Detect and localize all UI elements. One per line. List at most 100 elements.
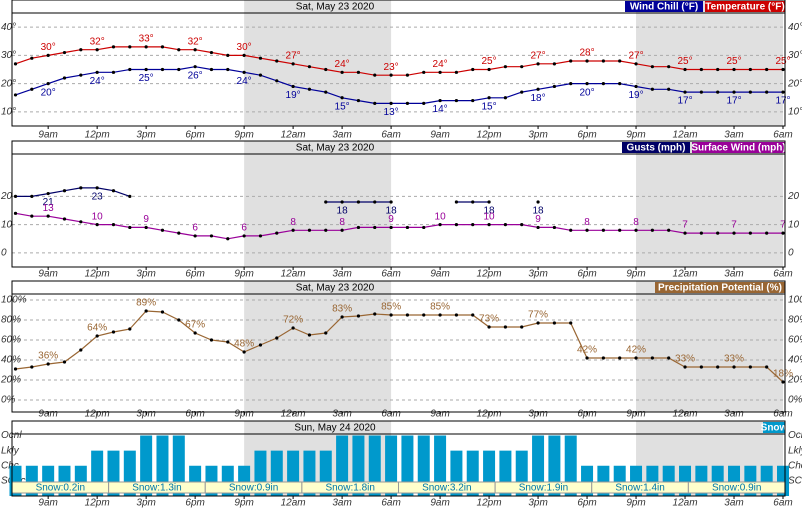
y-tick-label: 30° [1,50,16,61]
point [765,231,769,235]
x-tick-label: 3pm [136,130,155,141]
series-line [15,310,784,383]
y-tick-label: 30° [788,50,802,61]
data-label: 8 [633,217,639,228]
point [667,356,671,360]
data-label: 25° [677,56,692,67]
point [258,73,263,77]
point [683,67,687,72]
data-label: 28° [579,48,594,59]
point [699,90,703,94]
y-tick-label: 20% [787,375,802,386]
point [585,356,589,360]
data-label: 48% [234,339,254,350]
point [699,231,703,235]
data-label: 8 [584,217,590,228]
point [193,65,197,69]
point [258,234,263,238]
x-tick-label: 9pm [234,269,253,280]
data-label: 27° [628,50,643,61]
point [340,315,344,319]
amount-label: Snow:1.4in [615,483,664,494]
x-tick-label: 6am [773,130,792,141]
panel-frame [11,420,786,497]
legend-label: Wind Chill (°F) [630,2,698,13]
point [601,82,605,86]
data-label: 24° [335,59,350,70]
data-label: 15° [482,101,497,112]
x-tick-label: 9am [38,130,57,141]
bar [140,435,153,496]
point [618,82,622,86]
point [193,331,197,335]
point [405,313,410,317]
point [520,325,524,329]
y-tick-label: 20 [787,191,800,202]
x-tick-label: 12am [281,130,306,141]
point [226,53,230,57]
x-tick-label: 6pm [185,269,204,280]
night-shade [244,281,392,412]
x-tick-label: 9am [430,498,449,509]
point [291,62,295,66]
point [111,189,116,193]
legend-box [625,1,703,12]
data-label: 13° [384,107,399,118]
point [716,90,720,94]
series-line [15,46,783,76]
point [389,313,393,317]
point [79,186,83,190]
point [650,87,654,91]
bar [434,435,447,496]
point [699,365,703,369]
point [307,333,312,337]
data-label: 7 [682,220,688,231]
point [618,356,622,360]
point [683,365,687,369]
point [585,59,589,63]
y-tick-label: 20° [787,78,802,89]
data-label: 25° [775,56,790,67]
data-label: 26° [188,70,203,81]
x-tick-label: 6am [773,269,792,280]
night-shade [636,141,784,267]
point [226,237,230,241]
point [601,59,605,63]
point [520,223,524,227]
data-label: 9 [143,214,149,225]
point [144,225,148,230]
x-tick-label: 12am [673,269,698,280]
point [62,360,67,364]
data-label: 89% [136,298,156,309]
y-tick-label: 60% [788,335,802,346]
point [275,59,279,63]
point [667,65,671,69]
data-label: 18° [530,93,545,104]
point [552,321,556,325]
point [291,228,295,232]
point [748,90,752,94]
y-tick-label: 0 [788,248,794,259]
point [667,228,671,232]
point [111,70,116,74]
y-tick-label: 20° [0,78,16,89]
point [79,48,83,52]
point [324,228,328,232]
x-tick-label: 12am [673,130,698,141]
point [30,194,34,198]
x-tick-label: 12pm [85,269,110,280]
point [275,336,279,340]
point [95,334,99,338]
point [536,321,540,325]
x-tick-label: 9pm [234,498,253,509]
x-tick-label: 6pm [577,269,596,280]
point [46,362,50,366]
point [781,231,785,235]
data-label: 6 [241,223,247,234]
point [62,217,67,221]
bar [532,435,545,496]
point [128,327,132,331]
point [160,45,165,49]
point [487,96,491,100]
amount-label: Snow:0.9in [229,483,278,494]
